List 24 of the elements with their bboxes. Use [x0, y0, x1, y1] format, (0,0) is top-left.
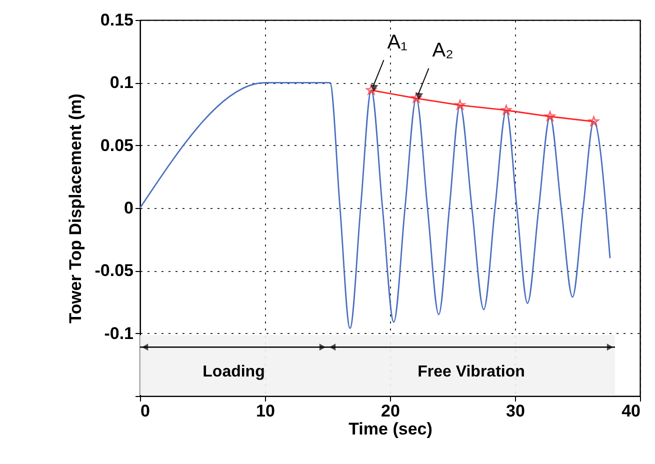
point [501, 104, 512, 115]
point [588, 116, 599, 126]
x-tick-label: 10 [256, 402, 275, 420]
y-tick-label: 0.05 [100, 136, 134, 155]
y-tick-label: -0.1 [104, 324, 134, 343]
x-tick-label: 20 [381, 402, 400, 420]
point [366, 84, 376, 95]
y-axis-title: Tower Top Displacement (m) [66, 94, 85, 324]
point [544, 111, 556, 121]
x-axis-title: Time (sec) [348, 420, 432, 438]
band-label: Free Vibration [418, 364, 525, 381]
y-tick-label: -0.05 [94, 261, 134, 280]
y-tick-label: 0 [124, 198, 134, 218]
x-tick-label: 30 [506, 402, 525, 420]
x-tick-label: 0 [140, 402, 150, 420]
annotation: A₂ [432, 40, 454, 62]
point [454, 100, 466, 110]
band-label: Loading [202, 364, 265, 381]
y-tick-label: 0.1 [110, 73, 134, 92]
line-series [140, 82, 611, 330]
point [411, 92, 422, 103]
x-tick-label: 40 [622, 402, 640, 420]
y-tick-label: 0.15 [100, 10, 134, 30]
annotation: A₁ [387, 32, 408, 54]
